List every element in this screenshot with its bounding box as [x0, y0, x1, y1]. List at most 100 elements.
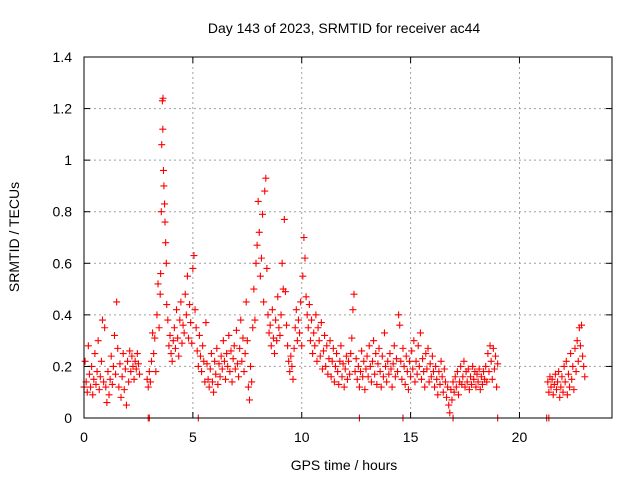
data-point: [306, 337, 314, 345]
data-point: [468, 380, 476, 388]
data-point: [566, 383, 574, 391]
data-point: [119, 350, 127, 358]
data-point: [316, 352, 324, 360]
data-point: [567, 350, 575, 358]
data-point: [275, 324, 283, 332]
data-point: [94, 337, 102, 345]
data-point: [225, 331, 233, 339]
data-point: [265, 329, 273, 337]
data-point: [274, 293, 282, 301]
data-point: [153, 311, 161, 319]
y-tick-label: 1: [64, 152, 72, 168]
data-point: [206, 365, 214, 373]
data-point: [250, 285, 258, 293]
data-point: [87, 383, 95, 391]
data-point: [375, 344, 383, 352]
data-point: [189, 264, 197, 272]
data-point: [290, 344, 298, 352]
data-point: [397, 357, 405, 365]
data-point: [555, 368, 563, 376]
data-point: [460, 357, 468, 365]
data-point: [117, 393, 125, 401]
data-point: [425, 378, 433, 386]
data-point: [478, 380, 486, 388]
data-point: [159, 125, 167, 133]
data-point: [271, 350, 279, 358]
data-point: [337, 342, 345, 350]
x-axis-label: GPS time / hours: [291, 457, 398, 473]
data-point: [259, 210, 267, 218]
data-point: [227, 347, 235, 355]
data-point: [207, 350, 215, 358]
data-points: [80, 94, 589, 422]
data-point: [363, 352, 371, 360]
data-point: [470, 375, 478, 383]
data-point: [204, 375, 212, 383]
data-point: [91, 350, 99, 358]
data-point: [96, 373, 104, 381]
data-point: [199, 342, 207, 350]
data-point: [144, 383, 152, 391]
data-point: [463, 378, 471, 386]
data-point: [198, 368, 206, 376]
data-point: [301, 254, 309, 262]
data-point: [296, 329, 304, 337]
data-point: [103, 399, 111, 407]
data-point: [196, 352, 204, 360]
data-point: [216, 373, 224, 381]
data-point: [439, 388, 447, 396]
data-point: [122, 401, 130, 409]
y-tick-label: 0.8: [53, 204, 73, 220]
data-point: [561, 378, 569, 386]
data-point: [292, 306, 300, 314]
data-point: [427, 373, 435, 381]
data-point: [443, 393, 451, 401]
data-point: [310, 329, 318, 337]
data-point: [446, 409, 454, 417]
data-point: [159, 166, 167, 174]
data-point: [559, 388, 567, 396]
data-point: [107, 352, 115, 360]
data-point: [286, 368, 294, 376]
data-point: [231, 365, 239, 373]
data-point: [330, 378, 338, 386]
data-point: [323, 342, 331, 350]
y-tick-label: 1.2: [53, 101, 73, 117]
data-point: [202, 319, 210, 327]
data-point: [453, 368, 461, 376]
data-point: [353, 375, 361, 383]
data-point: [297, 298, 305, 306]
data-point: [348, 334, 356, 342]
data-point: [300, 234, 308, 241]
y-tick-label: 0.2: [53, 358, 73, 374]
data-point: [549, 391, 557, 399]
data-point: [110, 331, 118, 339]
data-point: [203, 360, 211, 368]
data-point: [493, 383, 501, 391]
data-point: [308, 316, 316, 324]
y-axis-label: SRMTID / TECUs: [6, 182, 22, 292]
data-point: [303, 311, 311, 319]
data-point: [376, 368, 384, 376]
data-point: [396, 321, 404, 329]
data-point: [484, 350, 492, 358]
data-point: [128, 352, 136, 360]
data-point: [494, 360, 502, 368]
data-point: [104, 368, 112, 376]
data-point: [187, 319, 195, 327]
data-point: [341, 365, 349, 373]
data-point: [147, 357, 155, 365]
data-point: [461, 383, 469, 391]
data-point: [240, 368, 248, 376]
data-point: [161, 218, 169, 226]
data-point: [249, 324, 257, 332]
data-point: [343, 375, 351, 383]
data-point: [309, 350, 317, 358]
data-point: [237, 316, 245, 324]
data-point: [451, 373, 459, 381]
data-point: [251, 316, 259, 324]
data-point: [473, 370, 481, 378]
data-point: [108, 380, 116, 388]
data-point: [266, 321, 274, 329]
